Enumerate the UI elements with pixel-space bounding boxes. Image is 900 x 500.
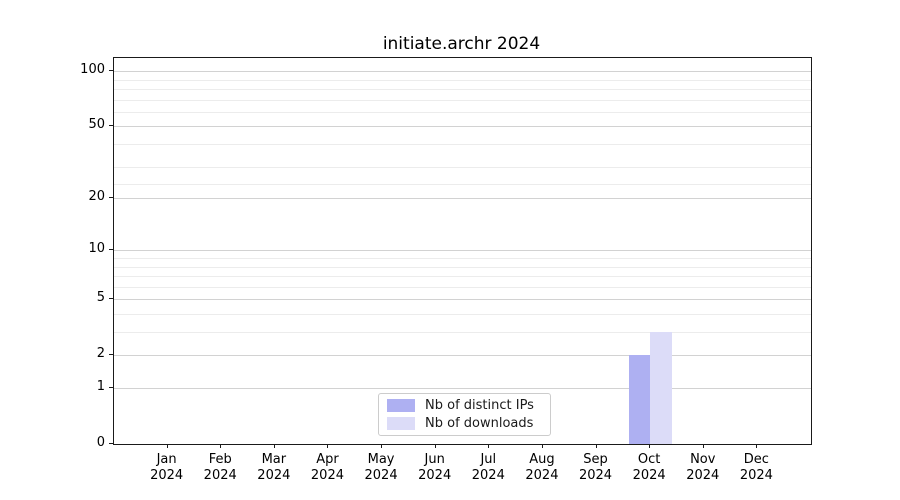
y-tick <box>109 298 113 300</box>
minor-gridline <box>114 89 811 91</box>
x-tick-label: Nov 2024 <box>671 452 735 484</box>
x-tick-label: Apr 2024 <box>295 452 359 484</box>
chart-title: initiate.archr 2024 <box>382 34 541 54</box>
x-tick-year: 2024 <box>525 468 559 483</box>
minor-gridline <box>114 184 811 186</box>
major-gridline <box>114 388 811 390</box>
x-tick <box>595 444 597 448</box>
plot-area <box>113 57 812 445</box>
x-tick-month: May <box>367 452 395 467</box>
x-tick-year: 2024 <box>203 468 237 483</box>
minor-gridline <box>114 111 811 113</box>
legend: Nb of distinct IPs Nb of downloads <box>378 393 551 436</box>
x-tick-year: 2024 <box>686 468 720 483</box>
y-tick <box>109 443 113 444</box>
minor-gridline <box>114 332 811 334</box>
x-tick <box>381 444 383 448</box>
legend-label: Nb of distinct IPs <box>425 398 534 414</box>
x-tick-year: 2024 <box>310 468 344 483</box>
major-gridline <box>114 299 811 301</box>
minor-gridline <box>114 166 811 168</box>
x-tick <box>434 444 436 448</box>
x-tick-month: Dec <box>743 452 769 467</box>
x-tick-year: 2024 <box>578 468 613 483</box>
x-tick-month: Apr <box>316 452 339 467</box>
x-tick-month: Aug <box>529 452 555 467</box>
x-tick-month: Jul <box>480 452 497 467</box>
y-tick-label: 100 <box>80 62 105 78</box>
y-tick-label: 50 <box>88 117 105 133</box>
x-tick-year: 2024 <box>257 468 291 483</box>
x-tick <box>166 444 168 448</box>
legend-swatch <box>387 416 415 430</box>
minor-gridline <box>114 314 811 315</box>
x-tick <box>541 444 543 448</box>
x-tick-label: Dec 2024 <box>724 452 788 484</box>
major-gridline <box>114 250 811 252</box>
x-tick-year: 2024 <box>632 468 666 483</box>
y-tick <box>109 70 113 72</box>
x-tick <box>649 444 651 448</box>
y-tick <box>109 249 113 251</box>
bar-distinct-ips <box>628 355 651 444</box>
y-tick-label: 2 <box>96 346 105 362</box>
x-tick-year: 2024 <box>471 468 505 483</box>
x-tick <box>756 444 758 448</box>
x-tick <box>273 444 275 448</box>
minor-gridline <box>114 258 811 260</box>
legend-label: Nb of downloads <box>425 415 534 431</box>
x-tick-label: May 2024 <box>349 452 413 484</box>
x-tick-month: Oct <box>637 452 661 467</box>
x-tick <box>327 444 329 448</box>
minor-gridline <box>114 144 811 146</box>
x-tick-month: Mar <box>261 452 287 467</box>
x-tick-month: Jan <box>156 452 177 467</box>
y-tick-label: 1 <box>96 379 105 395</box>
x-tick-year: 2024 <box>364 468 398 483</box>
x-tick-month: Jun <box>424 452 445 467</box>
x-tick-month: Sep <box>583 452 608 467</box>
y-tick <box>109 197 113 199</box>
minor-gridline <box>114 266 811 268</box>
x-tick-label: Aug 2024 <box>510 452 574 484</box>
x-tick <box>488 444 490 448</box>
major-gridline <box>114 198 811 200</box>
legend-swatch <box>387 399 415 413</box>
x-tick-year: 2024 <box>418 468 452 483</box>
x-tick-label: Jul 2024 <box>456 452 520 484</box>
x-tick <box>220 444 222 448</box>
x-tick-month: Nov <box>690 452 716 467</box>
y-tick-label: 20 <box>88 189 105 205</box>
y-tick <box>109 387 113 389</box>
minor-gridline <box>114 286 811 288</box>
x-tick-month: Feb <box>208 452 232 467</box>
x-tick-label: Jun 2024 <box>403 452 467 484</box>
legend-row: Nb of downloads <box>387 416 544 431</box>
x-tick-label: Jan 2024 <box>135 452 199 484</box>
major-gridline <box>114 71 811 73</box>
y-tick <box>109 354 113 356</box>
x-tick-year: 2024 <box>739 468 773 483</box>
bar-downloads <box>650 332 672 444</box>
major-gridline <box>114 126 811 128</box>
x-tick-label: Feb 2024 <box>188 452 252 484</box>
major-gridline <box>114 355 811 357</box>
y-tick-label: 10 <box>88 241 105 257</box>
minor-gridline <box>114 79 811 81</box>
x-tick-year: 2024 <box>150 468 184 483</box>
x-tick <box>702 444 704 448</box>
x-tick-label: Mar 2024 <box>242 452 306 484</box>
y-tick <box>109 125 113 127</box>
x-tick-label: Sep 2024 <box>564 452 628 484</box>
minor-gridline <box>114 276 811 278</box>
legend-row: Nb of distinct IPs <box>387 398 544 413</box>
minor-gridline <box>114 99 811 101</box>
y-tick-label: 0 <box>96 435 105 450</box>
x-tick-label: Oct 2024 <box>617 452 681 484</box>
y-tick-label: 5 <box>96 290 105 306</box>
